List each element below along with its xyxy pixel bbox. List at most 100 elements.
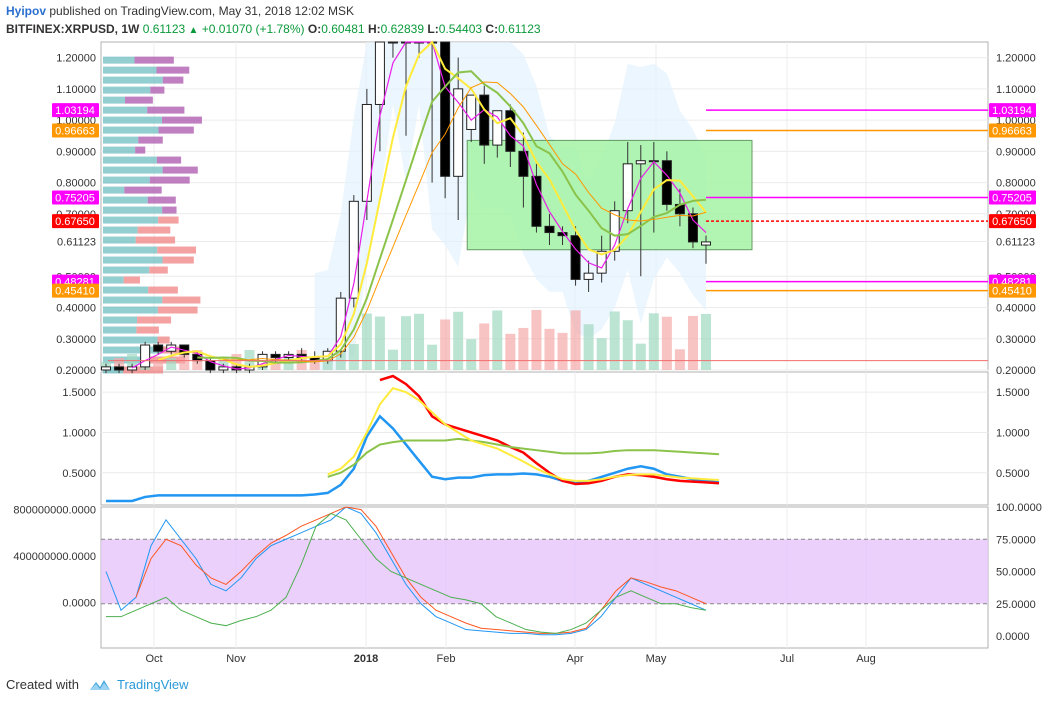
- candle-body: [518, 150, 529, 177]
- volume-profile-down-bar: [157, 246, 196, 254]
- author-name[interactable]: Hyipov: [6, 4, 47, 18]
- price-badge-left-label: 0.67650: [55, 216, 95, 228]
- price-badge-left-label: 0.75205: [55, 193, 95, 205]
- y-tick-label-left: 1.10000: [56, 84, 96, 96]
- candle-body: [479, 94, 490, 146]
- volume-bar: [596, 338, 607, 370]
- y-tick-label-right: 0.30000: [996, 334, 1036, 346]
- volume-bar: [609, 311, 620, 370]
- volume-bar: [348, 344, 359, 370]
- x-tick-label: Nov: [226, 653, 246, 665]
- volume-bar: [479, 323, 490, 370]
- stoch-y-label-left: 800000000.0000: [13, 505, 96, 517]
- stoch-y-label-left: 0.0000: [62, 597, 96, 609]
- candle-body: [140, 344, 151, 368]
- candle-body: [348, 200, 359, 299]
- volume-bar: [387, 349, 398, 370]
- volume-profile-up-bar: [103, 306, 158, 314]
- volume-profile-down-bar: [124, 186, 162, 194]
- volume-profile-down-bar: [137, 316, 172, 324]
- volume-profile-up-bar: [103, 326, 137, 334]
- volume-profile-down-bar: [137, 226, 171, 234]
- footer: Created with TradingView: [6, 677, 189, 692]
- volume-bar: [505, 333, 516, 370]
- osc-y-label-right: 1.5000: [996, 387, 1030, 399]
- stoch-y-label-right: 25.0000: [996, 599, 1036, 611]
- price-badge-left-label: 0.45410: [55, 286, 95, 298]
- volume-profile-up-bar: [103, 206, 163, 214]
- volume-profile-up-bar: [103, 346, 163, 354]
- volume-profile-down-bar: [157, 306, 198, 314]
- volume-profile-up-bar: [103, 66, 157, 74]
- volume-profile-down-bar: [148, 286, 178, 294]
- price-badge-left: [52, 214, 99, 229]
- volume-profile-down-bar: [158, 126, 194, 134]
- volume-profile-down-bar: [147, 196, 176, 204]
- oscillator-line: [327, 386, 720, 482]
- volume-bar: [635, 343, 646, 370]
- volume-profile-down-bar: [138, 136, 163, 144]
- volume-profile-up-bar: [103, 106, 148, 114]
- published-text: published on TradingView.com, May 31, 20…: [49, 4, 354, 18]
- volume-profile-up-bar: [103, 76, 163, 84]
- volume-bar: [583, 324, 594, 370]
- volume-profile-up-bar: [103, 196, 148, 204]
- osc-y-label-left: 0.5000: [62, 468, 96, 480]
- volume-profile-down-bar: [136, 326, 159, 334]
- candle-body: [114, 366, 125, 371]
- ma-yellow-line: [157, 40, 707, 368]
- volume-profile-up-bar: [103, 366, 123, 374]
- volume-profile-down-bar: [157, 336, 170, 344]
- volume-profile-up-bar: [103, 176, 150, 184]
- volume-bar: [466, 339, 477, 370]
- ma-magenta-line: [131, 41, 707, 370]
- volume-profile-down-bar: [134, 56, 174, 64]
- tradingview-link[interactable]: TradingView: [116, 677, 189, 692]
- y-tick-label-right: 0.80000: [996, 178, 1036, 190]
- volume-profile-down-bar: [162, 256, 194, 264]
- volume-bar: [674, 349, 685, 370]
- candle-body: [270, 353, 281, 359]
- candle-body: [492, 110, 503, 146]
- price-change: +0.01070 (+1.78%): [201, 22, 305, 36]
- oscillator-line: [327, 437, 720, 478]
- candle-body: [701, 241, 711, 246]
- x-tick-label: May: [646, 653, 667, 665]
- volume-profile-up-bar: [103, 276, 124, 284]
- volume-profile-up-bar: [103, 126, 159, 134]
- symbol-line: BITFINEX:XRPUSD, 1W 0.61123 ▲ +0.01070 (…: [6, 22, 541, 36]
- y-tick-label-left: 1.20000: [56, 53, 96, 65]
- created-with-text: Created with: [6, 677, 79, 692]
- y-tick-label-left: 0.61123: [57, 237, 96, 249]
- volume-profile-down-bar: [150, 86, 165, 94]
- volume-bar: [427, 344, 438, 370]
- candle-body: [218, 366, 229, 371]
- y-tick-label-right: 0.20000: [996, 365, 1036, 377]
- candle-body: [505, 110, 516, 152]
- last-price: 0.61123: [142, 22, 186, 36]
- price-badge-left-label: 0.96663: [55, 126, 95, 138]
- candle-body: [583, 272, 594, 280]
- y-tick-label-right: 0.61123: [996, 237, 1035, 249]
- price-badge-right-label: 1.03194: [992, 105, 1032, 117]
- volume-bar: [557, 332, 568, 370]
- volume-bar: [414, 313, 425, 370]
- price-badge-left: [52, 283, 99, 298]
- volume-profile-up-bar: [103, 246, 158, 254]
- candle-body: [687, 213, 698, 243]
- volume-bar: [701, 313, 711, 370]
- y-tick-label-right: 0.90000: [996, 146, 1036, 158]
- candle-body: [466, 94, 477, 130]
- volume-bar: [179, 354, 190, 370]
- price-badge-left-label: 1.03194: [55, 105, 95, 117]
- stoch-y-label-right: 75.0000: [996, 534, 1036, 546]
- high-value: 0.62839: [380, 22, 425, 36]
- open-label: O:: [307, 22, 322, 36]
- osc-y-label-left: 1.5000: [62, 387, 96, 399]
- volume-bar: [453, 311, 464, 370]
- volume-bar: [166, 358, 177, 370]
- volume-bar: [531, 310, 542, 370]
- low-label: L:: [427, 22, 439, 36]
